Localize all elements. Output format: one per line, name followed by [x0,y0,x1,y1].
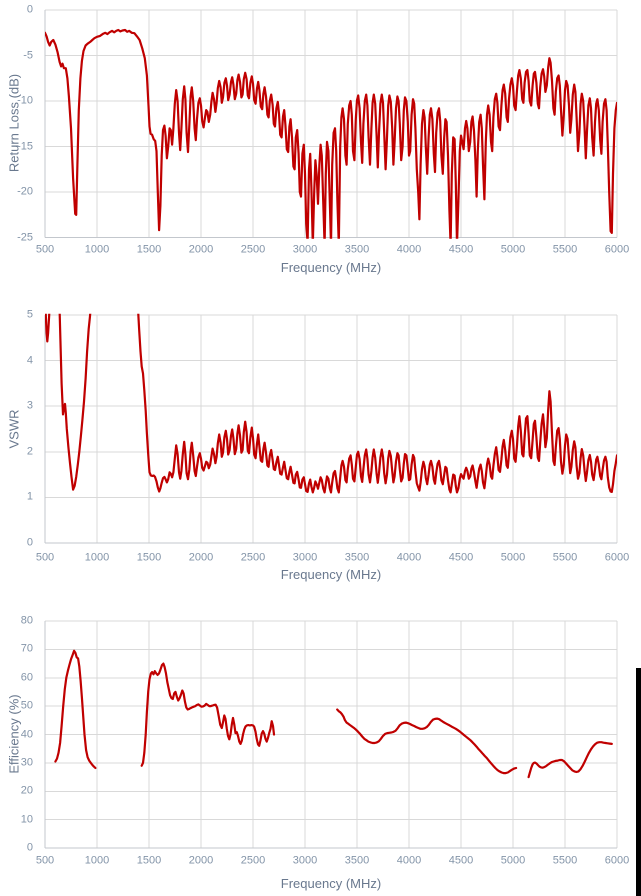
x-tick-label: 1000 [84,551,110,564]
x-tick-label: 2500 [240,854,266,867]
y-tick-label: 20 [20,784,33,797]
x-tick-label: 2000 [188,243,214,256]
y-tick-label: 0 [26,536,33,549]
x-tick-label: 3500 [344,243,370,256]
x-tick-label: 3000 [292,551,318,564]
x-tick-label: 2500 [240,551,266,564]
x-tick-label: 1000 [84,243,110,256]
x-tick-label: 6000 [604,854,630,867]
y-tick-label: 60 [20,671,33,684]
y-tick-label: 5 [26,308,33,321]
y-tick-label: 50 [20,699,33,712]
vswr-x-axis-title: Frequency (MHz) [280,567,382,582]
y-tick-label: -5 [23,49,33,61]
x-tick-label: 1500 [136,551,162,564]
x-tick-label: 2500 [240,243,266,256]
x-tick-label: 6000 [604,243,630,256]
y-tick-label: 0 [26,841,33,854]
y-tick-label: 80 [20,614,33,627]
x-tick-label: 1500 [136,243,162,256]
y-tick-label: -10 [17,94,33,107]
return-loss-chart: Return Loss (dB) Frequency (MHz) 500 1000… [0,0,641,295]
chart-canvas [44,620,618,849]
x-tick-label: 500 [35,551,55,564]
x-tick-label: 500 [35,243,55,256]
x-tick-label: 2000 [188,854,214,867]
x-tick-label: 4000 [396,243,422,256]
y-tick-label: 1 [26,490,33,503]
return-loss-plot-area [0,0,641,295]
y-tick-label: -25 [17,231,33,243]
y-tick-label: 30 [20,756,33,769]
return-loss-x-axis-title: Frequency (MHz) [280,260,382,275]
y-tick-label: -15 [17,140,33,152]
y-tick-label: 0 [26,3,33,16]
x-tick-label: 4500 [448,854,474,867]
vswr-plot-area [0,295,641,595]
x-tick-label: 5000 [500,551,526,564]
x-tick-label: 4000 [396,854,422,867]
x-tick-label: 5500 [552,243,578,256]
x-tick-label: 5500 [552,854,578,867]
x-tick-label: 3500 [344,551,370,564]
x-tick-label: 3000 [292,854,318,867]
vswr-chart: VSWR Frequency (MHz) 500 1000 1500 2000 2500… [0,295,641,595]
x-tick-label: 6000 [604,551,630,564]
x-tick-label: 4500 [448,243,474,256]
y-tick-label: 3 [26,399,33,412]
x-tick-label: 1500 [136,854,162,867]
x-tick-label: 5500 [552,551,578,564]
x-tick-label: 500 [35,854,55,867]
y-tick-label: 4 [26,354,33,367]
efficiency-plot-area [0,595,641,896]
x-tick-label: 5000 [500,243,526,256]
efficiency-x-axis-title: Frequency (MHz) [280,876,382,891]
efficiency-chart: Efficiency (%) Frequency (MHz) 500 1000 15… [0,595,641,896]
y-tick-label: 40 [20,728,33,740]
chart-canvas [44,9,618,239]
chart-canvas [44,313,618,544]
x-tick-label: 1000 [84,854,110,867]
x-tick-label: 4000 [396,551,422,564]
x-tick-label: 3500 [344,854,370,867]
x-tick-label: 4500 [448,551,474,564]
x-tick-label: 3000 [292,243,318,256]
y-tick-label: -20 [17,185,33,198]
y-tick-label: 2 [26,445,33,458]
x-tick-label: 5000 [500,854,526,867]
black-edge-bar [636,668,641,896]
y-tick-label: 70 [20,642,33,655]
x-tick-label: 2000 [188,551,214,564]
y-tick-label: 10 [20,813,33,826]
